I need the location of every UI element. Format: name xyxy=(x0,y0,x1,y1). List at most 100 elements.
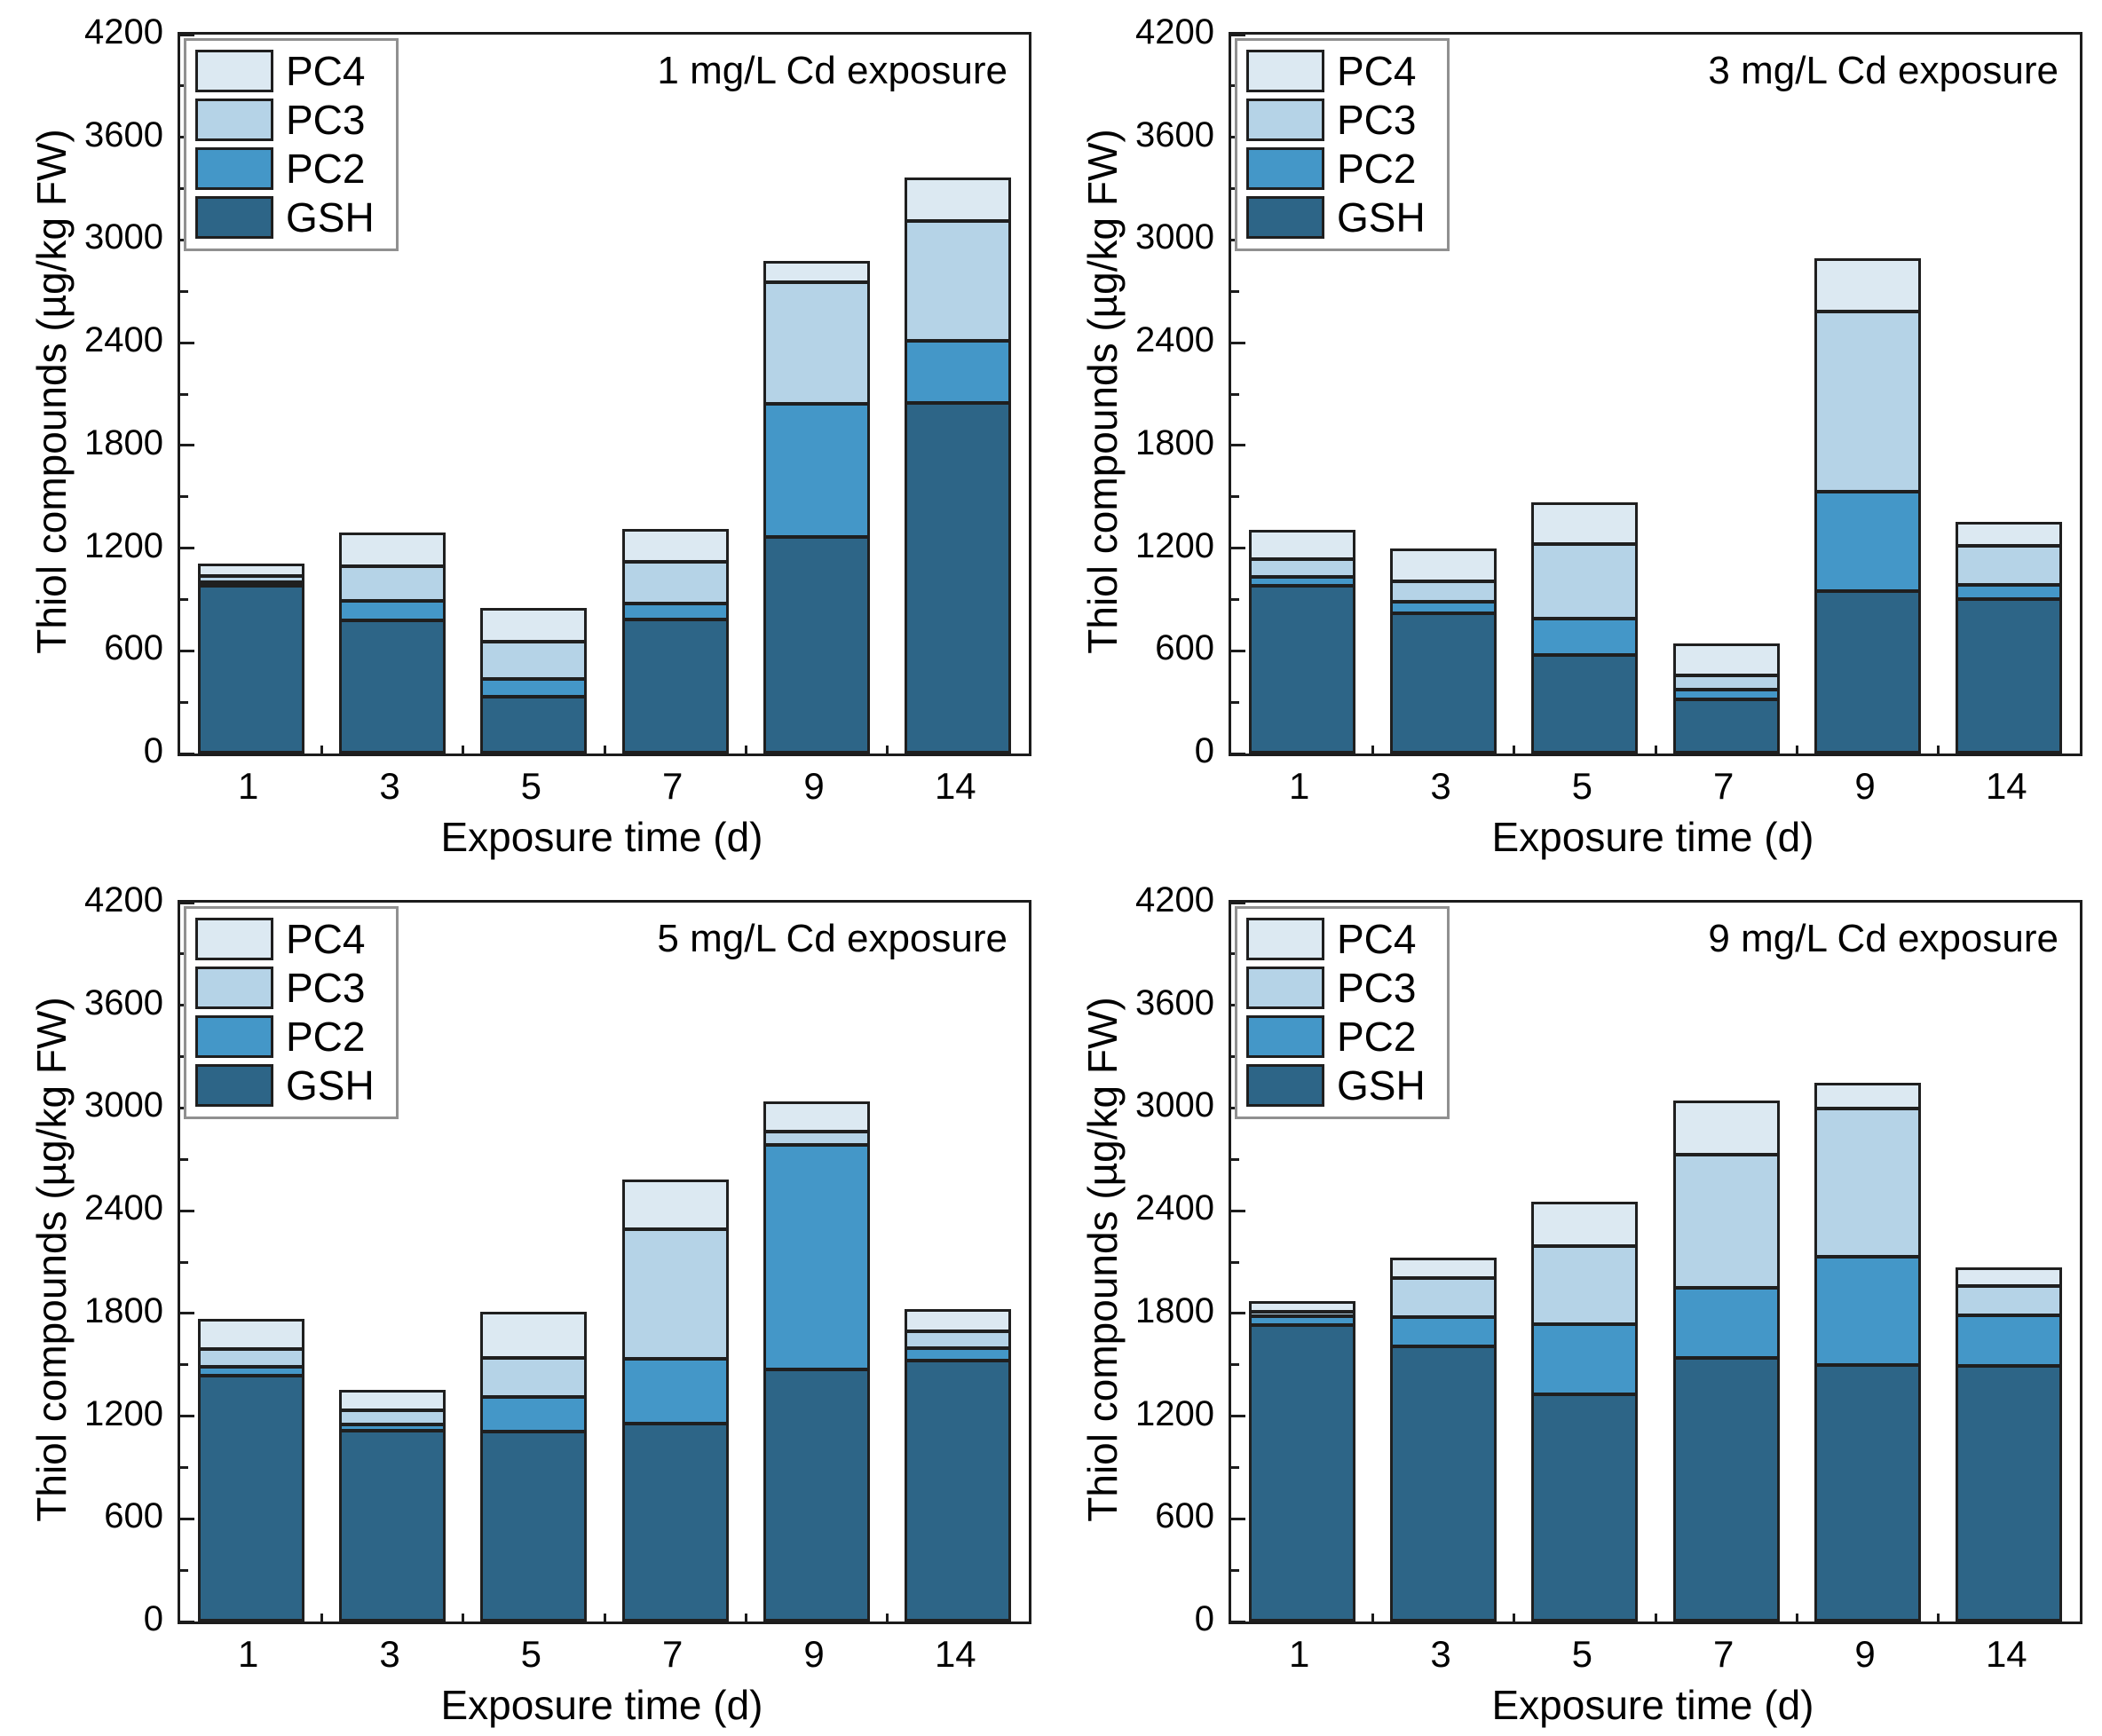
panel-title: 9 mg/L Cd exposure xyxy=(1708,917,2059,960)
y-minor-tick xyxy=(180,1465,188,1469)
y-tick-label: 3600 xyxy=(1135,982,1214,1022)
bar-segment-gsh xyxy=(1534,1393,1636,1619)
bar-segment-pc3 xyxy=(200,1347,302,1365)
legend-item-pc4: PC4 xyxy=(1246,48,1426,95)
x-tick-label: 5 xyxy=(520,765,541,807)
legend-item-gsh: GSH xyxy=(1246,194,1426,241)
bar-day-1 xyxy=(1248,1301,1355,1622)
x-minor-tick xyxy=(1937,746,1940,754)
bar-segment-pc2 xyxy=(907,339,1009,401)
x-minor-tick xyxy=(1371,746,1374,754)
legend-label: PC2 xyxy=(286,145,366,192)
bar-segment-pc3 xyxy=(342,1409,443,1423)
bar-segment-gsh xyxy=(1958,597,2060,751)
y-minor-tick xyxy=(180,495,188,499)
y-tick-label: 0 xyxy=(143,1599,163,1638)
legend-item-pc2: PC2 xyxy=(1246,1014,1426,1061)
bar-segment-pc3 xyxy=(1958,544,2060,583)
x-minor-tick xyxy=(744,1614,747,1622)
bar-segment-gsh xyxy=(1675,1356,1777,1619)
x-minor-tick xyxy=(1513,1614,1516,1622)
x-minor-tick xyxy=(320,746,323,754)
legend-swatch-gsh-icon xyxy=(1246,196,1324,240)
y-axis-title: Thiol compounds (µg/kg FW) xyxy=(1079,997,1126,1522)
y-minor-tick xyxy=(1231,597,1239,601)
bar-segment-pc2 xyxy=(1817,1255,1918,1363)
y-major-tick xyxy=(1231,1415,1245,1418)
bar-segment-pc4 xyxy=(766,264,867,280)
legend-swatch-pc4-icon xyxy=(1246,918,1324,961)
bar-segment-pc3 xyxy=(1675,674,1777,688)
x-axis-title: Exposure time (d) xyxy=(1491,814,1814,860)
bar-segment-gsh xyxy=(1675,698,1777,751)
legend-swatch-pc2-icon xyxy=(1246,147,1324,191)
legend-label: GSH xyxy=(1337,1061,1426,1109)
bar-segment-pc2 xyxy=(1393,1315,1494,1345)
y-tick-label: 1200 xyxy=(84,1393,163,1433)
x-tick-label: 14 xyxy=(1985,765,2027,807)
bar-day-5 xyxy=(480,608,588,754)
x-minor-tick xyxy=(320,1614,323,1622)
bar-segment-pc3 xyxy=(1675,1153,1777,1286)
panel-title: 1 mg/L Cd exposure xyxy=(657,49,1008,92)
bar-day-7 xyxy=(1672,643,1780,754)
legend-label: PC4 xyxy=(286,48,366,94)
bar-segment-pc4 xyxy=(1958,525,2060,544)
bar-segment-gsh xyxy=(1817,1363,1918,1619)
y-tick-label: 1200 xyxy=(84,525,163,565)
y-tick-label: 1800 xyxy=(84,1290,163,1330)
legend-swatch-gsh-icon xyxy=(195,196,273,240)
legend-swatch-pc3-icon xyxy=(195,99,273,142)
legend-label: PC3 xyxy=(1337,964,1417,1011)
legend-item-pc4: PC4 xyxy=(195,916,375,963)
y-minor-tick xyxy=(1231,700,1239,704)
bar-segment-pc4 xyxy=(483,1314,585,1356)
bar-segment-pc3 xyxy=(1251,557,1353,575)
legend-swatch-pc4-icon xyxy=(195,50,273,93)
y-minor-tick xyxy=(180,1363,188,1367)
bar-segment-pc2 xyxy=(1534,617,1636,653)
bar-segment-pc2 xyxy=(1817,490,1918,589)
bar-segment-pc3 xyxy=(1817,310,1918,490)
bar-day-9 xyxy=(763,1101,870,1622)
bar-segment-pc2 xyxy=(1534,1322,1636,1393)
bar-day-1 xyxy=(197,564,304,754)
bar-segment-pc4 xyxy=(342,1393,443,1409)
bar-day-9 xyxy=(763,261,870,754)
y-tick-label: 3600 xyxy=(84,982,163,1022)
legend-label: PC3 xyxy=(1337,96,1417,143)
bar-segment-pc2 xyxy=(624,602,726,618)
y-minor-tick xyxy=(180,1260,188,1264)
y-minor-tick xyxy=(1231,1363,1239,1367)
bar-segment-pc3 xyxy=(624,560,726,602)
y-major-tick xyxy=(1231,1312,1245,1315)
bar-segment-gsh xyxy=(907,1359,1009,1619)
x-tick-label: 14 xyxy=(1985,1633,2027,1675)
bar-segment-pc3 xyxy=(766,280,867,402)
chart-panel-3mg: Thiol compounds (µg/kg FW) PC4 PC3 PC2 G… xyxy=(1051,0,2102,868)
bar-day-1 xyxy=(197,1319,304,1622)
x-tick-label: 9 xyxy=(803,1633,825,1675)
y-tick-label: 600 xyxy=(1155,628,1214,668)
legend-swatch-pc4-icon xyxy=(1246,50,1324,93)
x-tick-label: 1 xyxy=(1288,765,1310,807)
y-major-tick xyxy=(1231,1517,1245,1520)
y-tick-label: 1800 xyxy=(84,422,163,462)
legend-swatch-pc4-icon xyxy=(195,918,273,961)
bar-segment-gsh xyxy=(1534,653,1636,751)
y-minor-tick xyxy=(1231,1568,1239,1572)
y-major-tick xyxy=(180,901,194,904)
plot-area: PC4 PC3 PC2 GSH 9 mg/L Cd exposure xyxy=(1229,900,2082,1624)
legend-label: GSH xyxy=(286,1061,375,1109)
bar-segment-gsh xyxy=(624,618,726,751)
plot-area: PC4 PC3 PC2 GSH 3 mg/L Cd exposure xyxy=(1229,32,2082,756)
x-minor-tick xyxy=(603,1614,606,1622)
bar-segment-gsh xyxy=(1251,584,1353,751)
legend: PC4 PC3 PC2 GSH xyxy=(184,906,399,1119)
bar-segment-gsh xyxy=(1393,1345,1494,1619)
bar-day-14 xyxy=(905,178,1012,754)
legend-swatch-gsh-icon xyxy=(1246,1064,1324,1108)
x-tick-label: 1 xyxy=(1288,1633,1310,1675)
x-tick-label: 3 xyxy=(1430,1633,1451,1675)
